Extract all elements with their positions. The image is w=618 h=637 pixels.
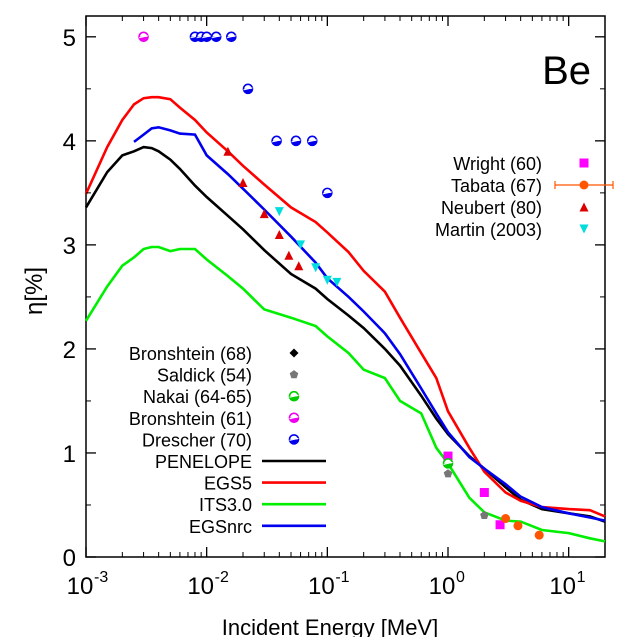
data-point-s12-5 bbox=[242, 83, 254, 95]
x-tick-label-3: 10 bbox=[429, 573, 456, 600]
y-tick-label-1: 1 bbox=[63, 441, 76, 468]
legend-label: ITS3.0 bbox=[199, 495, 252, 515]
x-tick-exp-3: 0 bbox=[456, 569, 465, 586]
data-point-s10-0 bbox=[442, 458, 454, 469]
data-point-s6-5 bbox=[294, 261, 304, 271]
x-tick-label-4: 10 bbox=[549, 573, 576, 600]
legend-top-right: Wright (60)Tabata (67)Neubert (80)Martin… bbox=[435, 154, 614, 240]
data-point-s12-6 bbox=[271, 135, 282, 147]
legend-marker bbox=[579, 224, 589, 234]
data-point-s12-7 bbox=[290, 135, 302, 147]
data-point-s11-0 bbox=[138, 31, 149, 43]
legend-marker bbox=[579, 158, 589, 168]
data-point-s7-2 bbox=[311, 263, 321, 273]
data-point-s5-2 bbox=[534, 530, 544, 540]
data-point-s12-4 bbox=[225, 31, 237, 43]
x-tick-exp-1: -2 bbox=[215, 569, 229, 586]
data-point-s12-2 bbox=[201, 31, 212, 43]
legend-marker bbox=[288, 434, 300, 445]
series-markers bbox=[138, 31, 544, 540]
data-point-s6-0 bbox=[223, 146, 233, 156]
x-tick-exp-4: 1 bbox=[577, 569, 586, 586]
legend-label: Saldick (54) bbox=[157, 366, 252, 386]
data-point-s7-4 bbox=[332, 277, 342, 287]
data-point-s9-1 bbox=[480, 510, 489, 519]
legend-marker bbox=[579, 180, 589, 190]
legend-label: EGS5 bbox=[204, 474, 252, 494]
data-point-s12-8 bbox=[306, 135, 318, 147]
y-tick-label-5: 5 bbox=[63, 25, 76, 52]
legend-label: Bronshtein (61) bbox=[129, 409, 252, 429]
data-point-s5-0 bbox=[501, 514, 511, 524]
legend-label: PENELOPE bbox=[155, 452, 252, 472]
y-tick-label-2: 2 bbox=[63, 337, 76, 364]
data-point-s4-2 bbox=[495, 520, 505, 530]
y-tick-label-0: 0 bbox=[63, 545, 76, 572]
legend-label: Drescher (70) bbox=[142, 430, 252, 450]
data-point-s7-1 bbox=[296, 240, 306, 250]
x-tick-exp-0: -3 bbox=[94, 569, 108, 586]
data-point-s5-1 bbox=[513, 521, 523, 531]
legend-label: Wright (60) bbox=[453, 154, 542, 174]
y-axis-ticks: 0 1 2 3 4 5 bbox=[63, 25, 605, 572]
legend-marker bbox=[289, 348, 299, 358]
data-point-s6-2 bbox=[259, 209, 269, 219]
legend-label: Tabata (67) bbox=[451, 176, 542, 196]
data-point-s6-3 bbox=[274, 229, 284, 239]
legend-label: Neubert (80) bbox=[441, 198, 542, 218]
y-tick-label-4: 4 bbox=[63, 129, 76, 156]
data-point-s4-1 bbox=[479, 487, 489, 497]
x-tick-label-1: 10 bbox=[187, 573, 214, 600]
legend-marker bbox=[288, 390, 300, 402]
legend-label: Nakai (64-65) bbox=[143, 387, 252, 407]
chart-title: Be bbox=[542, 49, 591, 93]
series-line-1 bbox=[84, 95, 606, 518]
data-point-s7-3 bbox=[322, 275, 332, 285]
x-tick-label-2: 10 bbox=[308, 573, 335, 600]
data-point-s12-9 bbox=[322, 187, 333, 199]
data-point-s6-4 bbox=[284, 250, 294, 260]
legend-label: Martin (2003) bbox=[435, 220, 542, 240]
legend-marker bbox=[289, 370, 299, 379]
y-tick-label-3: 3 bbox=[63, 233, 76, 260]
x-tick-exp-2: -1 bbox=[335, 569, 349, 586]
data-point-s12-3 bbox=[210, 31, 222, 43]
x-axis-label: Incident Energy [MeV] bbox=[222, 615, 438, 637]
legend-label: EGSnrc bbox=[189, 517, 252, 537]
x-axis-ticks: 10 -3 10 -2 10 -1 10 0 10 1 bbox=[67, 16, 606, 600]
legend-label: Bronshtein (68) bbox=[129, 344, 252, 364]
data-point-s9-0 bbox=[443, 469, 453, 478]
legend-marker bbox=[288, 412, 300, 424]
data-point-s7-0 bbox=[274, 207, 284, 217]
series-line-0 bbox=[84, 145, 606, 523]
plot-frame bbox=[85, 15, 606, 558]
legend-bottom-left: Bronshtein (68)Saldick (54)Nakai (64-65)… bbox=[129, 344, 326, 537]
series-line-3 bbox=[133, 125, 606, 522]
y-axis-label: η[%] bbox=[21, 267, 48, 315]
x-tick-label-0: 10 bbox=[67, 573, 94, 600]
data-point-s6-1 bbox=[238, 177, 248, 187]
data-point-s4-0 bbox=[443, 451, 453, 461]
legend-marker bbox=[579, 202, 589, 212]
